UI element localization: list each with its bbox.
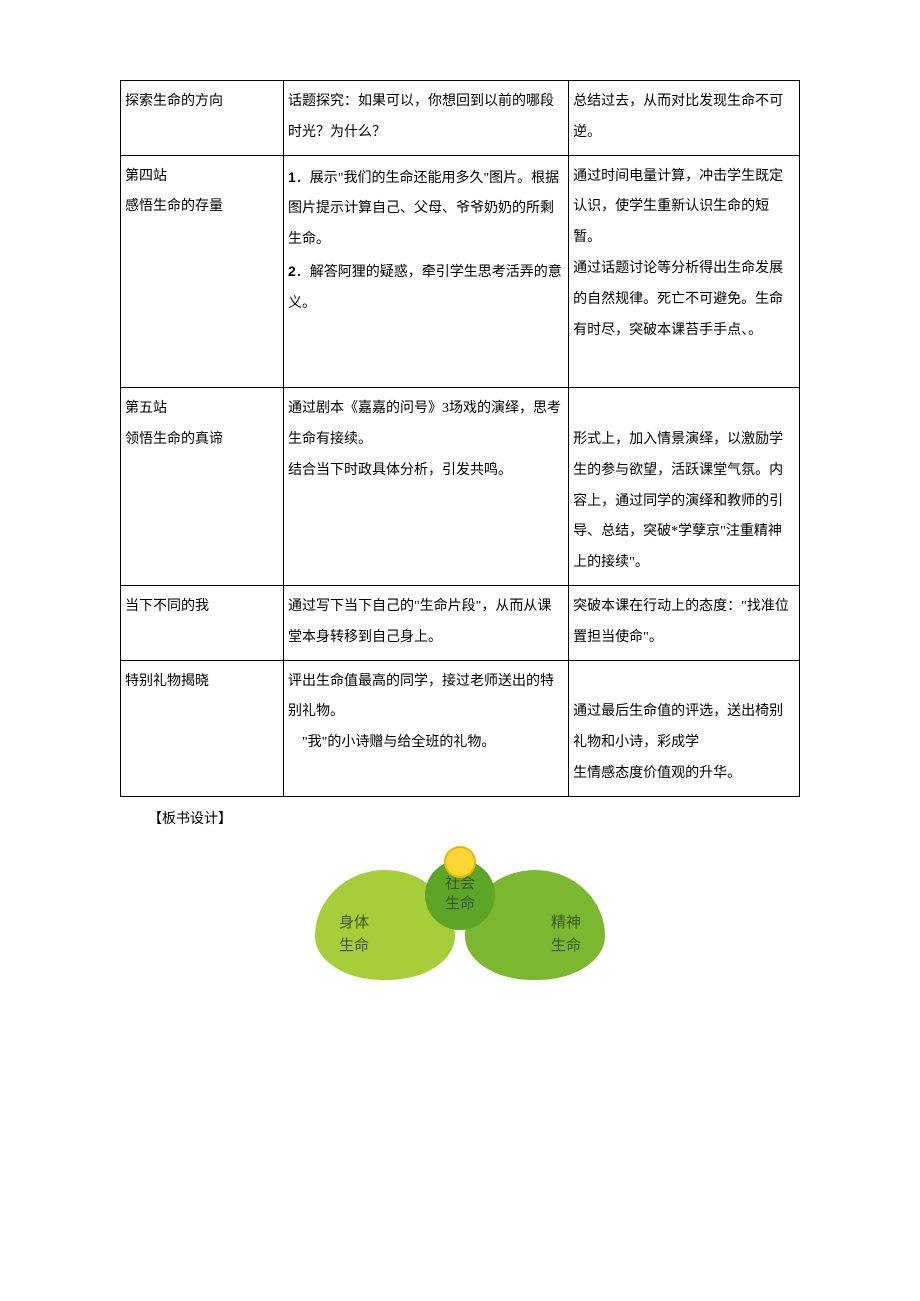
cell-activity: 通过剧本《嘉嘉的问号》3场戏的演绎，思考生命有接续。结合当下时政具体分析，引发共… <box>283 388 568 586</box>
list-item: 1．展示"我们的生命还能用多久"图片。根据图片提示计算自己、父母、爷爷奶奶的所剩… <box>288 162 564 256</box>
table-row: 特别礼物揭晓 评出生命值最高的同学，接过老师送出的特别礼物。 "我"的小诗赠与给… <box>121 660 800 796</box>
center-l2: 生命 <box>445 895 475 915</box>
cell-intent: 突破本课在行动上的态度："找准位置担当使命"。 <box>569 585 800 660</box>
cell-intent-text: 通过最后生命值的评选，送出椅别礼物和小诗，彩成学生情感态度价值观的升华。 <box>573 704 783 781</box>
table-row: 第四站 感悟生命的存量 1．展示"我们的生命还能用多久"图片。根据图片提示计算自… <box>121 155 800 388</box>
cell-topic: 当下不同的我 <box>121 585 284 660</box>
item-text: ．展示"我们的生命还能用多久"图片。根据图片提示计算自己、父母、爷爷奶奶的所剩生… <box>288 171 559 248</box>
station-label: 第五站 <box>125 394 279 425</box>
station-title: 领悟生命的真谛 <box>125 425 279 456</box>
cell-activity: 通过写下当下自己的"生命片段"，从而从课堂本身转移到自己身上。 <box>283 585 568 660</box>
cell-topic: 特别礼物揭晓 <box>121 660 284 796</box>
table-row: 探索生命的方向 话题探究：如果可以，你想回到以前的哪段时光？为什么？ 总结过去，… <box>121 81 800 156</box>
board-design-label: 【板书设计】 <box>120 805 800 836</box>
table-row: 当下不同的我 通过写下当下自己的"生命片段"，从而从课堂本身转移到自己身上。 突… <box>121 585 800 660</box>
cell-activity: 评出生命值最高的同学，接过老师送出的特别礼物。 "我"的小诗赠与给全班的礼物。 <box>283 660 568 796</box>
cell-topic: 第五站 领悟生命的真谛 <box>121 388 284 586</box>
cell-intent-text: 形式上，加入情景演绎，以激励学生的参与欲望，活跃课堂气氛。内容上，通过同学的演绎… <box>573 432 783 570</box>
cell-activity: 话题探究：如果可以，你想回到以前的哪段时光？为什么？ <box>283 81 568 156</box>
station-title: 感悟生命的存量 <box>125 192 279 223</box>
sun-icon <box>446 848 474 876</box>
cell-intent: 形式上，加入情景演绎，以激励学生的参与欲望，活跃课堂气氛。内容上，通过同学的演绎… <box>569 388 800 586</box>
table-row: 第五站 领悟生命的真谛 通过剧本《嘉嘉的问号》3场戏的演绎，思考生命有接续。结合… <box>121 388 800 586</box>
cell-intent: 总结过去，从而对比发现生命不可逆。 <box>569 81 800 156</box>
venn-diagram: 身体 生命 精神 生命 社会 生命 <box>280 840 640 990</box>
cell-activity: 1．展示"我们的生命还能用多久"图片。根据图片提示计算自己、父母、爷爷奶奶的所剩… <box>283 155 568 388</box>
lesson-plan-table: 探索生命的方向 话题探究：如果可以，你想回到以前的哪段时光？为什么？ 总结过去，… <box>120 80 800 797</box>
cell-topic: 探索生命的方向 <box>121 81 284 156</box>
item-number: 2 <box>288 263 296 279</box>
item-number: 1 <box>288 169 296 185</box>
cell-intent: 通过时间电量计算，冲击学生既定认识，使学生重新认识生命的短暂。通过话题讨论等分析… <box>569 155 800 388</box>
right-petal-l2: 生命 <box>551 935 581 958</box>
item-text: ．解答阿狸的疑惑，牵引学生思考活弄的意义。 <box>288 265 562 311</box>
list-item: 2．解答阿狸的疑惑，牵引学生思考活弄的意义。 <box>288 256 564 320</box>
station-label: 第四站 <box>125 162 279 193</box>
right-petal-l1: 精神 <box>551 912 581 935</box>
cell-intent: 通过最后生命值的评选，送出椅别礼物和小诗，彩成学生情感态度价值观的升华。 <box>569 660 800 796</box>
center-l1: 社会 <box>445 875 475 895</box>
left-petal-l1: 身体 <box>339 912 369 935</box>
left-petal-l2: 生命 <box>339 935 369 958</box>
cell-topic: 第四站 感悟生命的存量 <box>121 155 284 388</box>
